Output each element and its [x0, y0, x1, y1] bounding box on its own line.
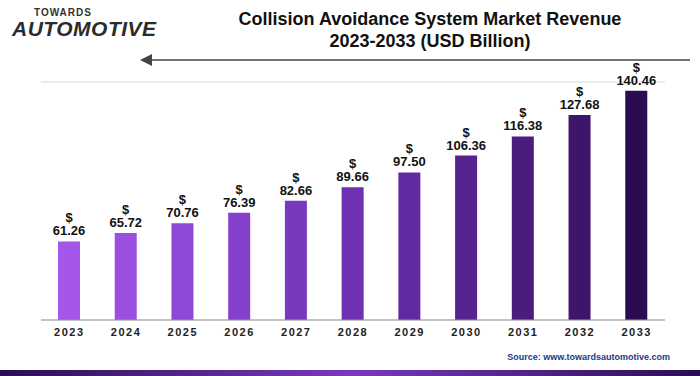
svg-text:$76.39: $76.39	[223, 182, 256, 210]
svg-text:$97.50: $97.50	[393, 141, 426, 169]
svg-text:$82.66: $82.66	[280, 170, 313, 198]
svg-text:2031: 2031	[508, 326, 538, 338]
svg-text:$89.66: $89.66	[336, 156, 369, 184]
svg-text:2033: 2033	[621, 326, 651, 338]
svg-text:$65.72: $65.72	[109, 202, 142, 230]
svg-text:2030: 2030	[451, 326, 481, 338]
svg-text:2025: 2025	[168, 326, 198, 338]
svg-text:$140.46: $140.46	[616, 60, 656, 88]
html-text:Source: www.towardsautomotive.: Source: www.towardsautomotive.com	[507, 352, 670, 362]
html-text:AUTOMOTIVE: AUTOMOTIVE	[12, 17, 157, 40]
svg-text:$106.36: $106.36	[446, 125, 486, 153]
svg-text:2032: 2032	[565, 326, 595, 338]
html-text:Collision Avoidance System Mar: Collision Avoidance System Market Revenu…	[238, 9, 622, 51]
svg-text:2023: 2023	[54, 326, 84, 338]
svg-text:2029: 2029	[394, 326, 424, 338]
svg-text:2026: 2026	[224, 326, 254, 338]
svg-text:$116.38: $116.38	[503, 105, 542, 133]
svg-text:$70.76: $70.76	[166, 192, 199, 220]
svg-text:2027: 2027	[281, 326, 311, 338]
html-text:TOWARDS: TOWARDS	[34, 7, 92, 18]
svg-text:2028: 2028	[338, 326, 368, 338]
svg-text:$61.26: $61.26	[53, 210, 86, 238]
svg-text:$127.68: $127.68	[560, 84, 600, 112]
svg-text:2024: 2024	[111, 326, 141, 338]
